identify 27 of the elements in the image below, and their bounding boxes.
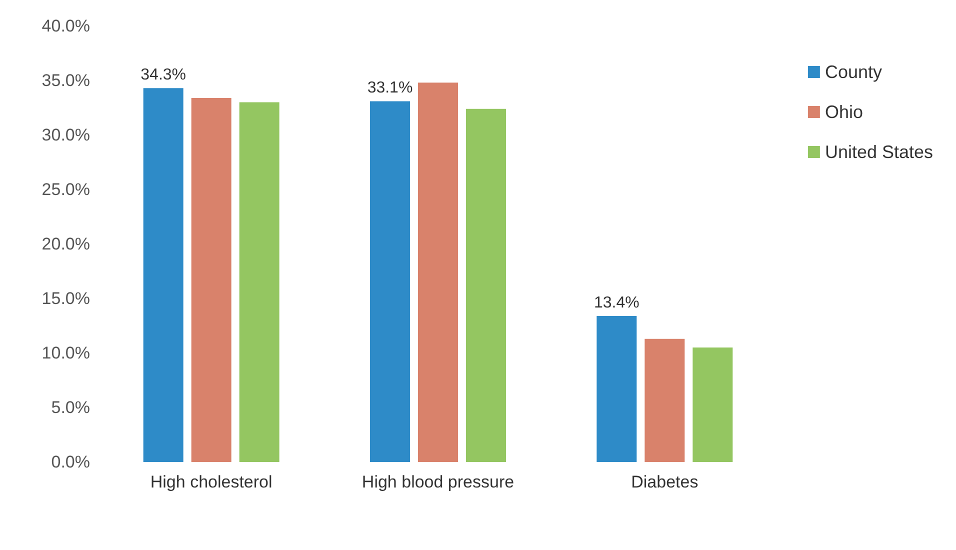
bar [466, 108, 506, 462]
bar [370, 101, 410, 462]
data-label: 13.4% [594, 294, 640, 312]
bar [644, 338, 685, 462]
y-tick-label: 25.0% [42, 180, 90, 199]
legend-label: County [824, 62, 882, 82]
bar [239, 102, 280, 462]
y-tick-label: 0.0% [51, 452, 90, 472]
data-label: 33.1% [367, 80, 413, 97]
legend-label: United States [824, 142, 933, 162]
bar [692, 348, 733, 462]
bar [418, 82, 458, 462]
x-tick-label: High blood pressure [362, 472, 514, 492]
y-tick-label: 15.0% [42, 289, 90, 308]
y-tick-label: 10.0% [42, 344, 90, 362]
y-tick-label: 40.0% [42, 16, 90, 36]
bar [143, 88, 184, 462]
bar [596, 316, 637, 462]
y-tick-label: 30.0% [42, 126, 90, 144]
x-tick-label: High cholesterol [150, 472, 272, 492]
x-tick-label: Diabetes [631, 472, 698, 492]
y-tick-label: 20.0% [42, 234, 90, 254]
bar [191, 98, 232, 462]
data-label: 34.3% [140, 66, 186, 84]
y-tick-label: 5.0% [51, 398, 90, 417]
legend-label: Ohio [824, 102, 863, 122]
y-tick-label: 35.0% [42, 71, 90, 90]
